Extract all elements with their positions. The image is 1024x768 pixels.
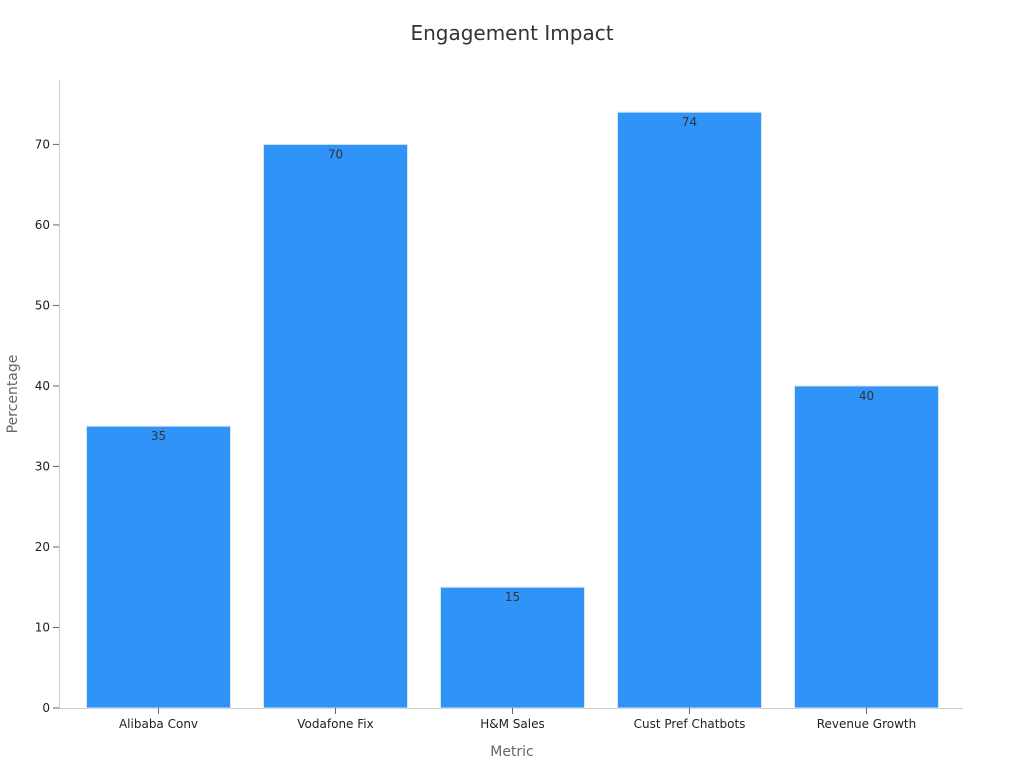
x-tick-label: Revenue Growth (817, 717, 917, 731)
bar-data-label: 40 (859, 389, 874, 403)
y-axis-ticks: 0 10 20 30 40 50 60 70 (35, 137, 59, 715)
bar-data-label: 70 (328, 147, 343, 161)
y-axis-label: Percentage (5, 355, 21, 434)
x-axis-label: Metric (490, 744, 534, 760)
bar (617, 111, 762, 709)
x-tick-label: H&M Sales (480, 717, 545, 731)
y-tick-label: 40 (35, 379, 50, 393)
y-tick-label: 20 (35, 540, 50, 554)
y-tick-label: 0 (42, 701, 50, 715)
y-tick-label: 70 (35, 137, 50, 151)
bar (86, 425, 231, 709)
bar (440, 586, 585, 709)
bar (794, 385, 939, 709)
bar-data-label: 35 (151, 429, 166, 443)
chart-title: Engagement Impact (410, 21, 613, 45)
y-tick-label: 30 (35, 459, 50, 473)
x-tick-label: Cust Pref Chatbots (634, 717, 746, 731)
bars-group: 35 70 15 74 40 (86, 111, 939, 709)
y-tick-label: 50 (35, 298, 50, 312)
bar (263, 143, 408, 709)
x-tick-label: Alibaba Conv (119, 717, 198, 731)
bar-data-label: 15 (505, 590, 520, 604)
y-tick-label: 60 (35, 218, 50, 232)
bar-data-label: 74 (682, 115, 697, 129)
y-tick-label: 10 (35, 620, 50, 634)
x-tick-label: Vodafone Fix (297, 717, 373, 731)
x-axis-ticks: Alibaba Conv Vodafone Fix H&M Sales Cust Pr… (119, 708, 916, 731)
